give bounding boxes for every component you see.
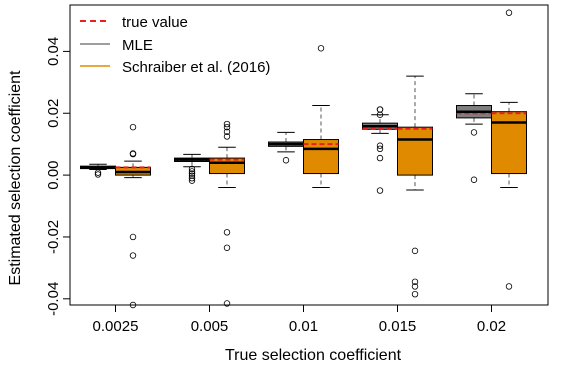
y-axis-label: Estimated selection coefficient — [7, 70, 24, 285]
outlier-point — [223, 229, 231, 236]
outlier-point — [317, 45, 325, 52]
outlier-point — [188, 172, 196, 179]
outlier-point — [223, 133, 231, 140]
box-iqr — [491, 111, 527, 175]
outlier-point — [94, 169, 102, 176]
outlier-point — [129, 252, 137, 259]
outlier-point — [470, 129, 478, 136]
outlier-point — [223, 244, 231, 251]
y-tick-label: 0.00 — [45, 161, 62, 190]
outlier-point — [376, 145, 384, 153]
outlier-point — [411, 247, 419, 255]
legend-mle-label: MLE — [122, 37, 153, 54]
outlier-point — [188, 168, 196, 175]
outlier-point — [223, 128, 231, 136]
outlier-point — [411, 290, 419, 298]
x-tick-label: 0.0025 — [93, 318, 139, 335]
outlier-point — [376, 106, 384, 113]
outlier-point — [129, 123, 137, 131]
plot-area: -0.04 -0.02 0.00 0.02 0.04 0.0025 0.005 0.01 0.0… — [45, 4, 549, 335]
outlier-point — [223, 120, 231, 128]
y-tick-label: 0.04 — [45, 37, 62, 66]
y-tick-label: 0.02 — [45, 99, 62, 128]
outlier-point — [505, 283, 513, 290]
outlier-point — [376, 142, 384, 149]
outlier-point — [129, 150, 137, 158]
outlier-point — [505, 9, 513, 16]
legend-true-value-label: true value — [122, 14, 188, 31]
x-tick-label: 0.01 — [289, 318, 318, 335]
x-tick-label: 0.005 — [191, 318, 229, 335]
outlier-point — [223, 300, 231, 307]
outlier-point — [223, 123, 231, 131]
box-iqr — [397, 126, 433, 176]
outlier-point — [411, 283, 419, 290]
x-tick-label: 0.015 — [379, 318, 417, 335]
outlier-point — [376, 187, 384, 194]
outlier-point — [188, 170, 196, 177]
x-axis-label: True selection coefficient — [225, 347, 402, 364]
outlier-point — [411, 278, 419, 286]
box-iqr — [303, 139, 339, 175]
outlier-point — [188, 165, 196, 173]
outlier-point — [129, 301, 137, 309]
y-tick-label: -0.02 — [45, 220, 62, 254]
outlier-point — [94, 171, 102, 178]
outlier-point — [470, 176, 478, 183]
y-tick-label: -0.04 — [45, 282, 62, 316]
outlier-point — [129, 233, 137, 241]
outlier-point — [188, 174, 196, 182]
legend: true value MLE Schraiber et al. (2016) — [80, 14, 270, 76]
legend-schraiber-label: Schraiber et al. (2016) — [122, 59, 270, 76]
plot-frame — [69, 4, 549, 306]
outlier-point — [376, 111, 384, 118]
outlier-point — [188, 177, 196, 184]
outlier-point — [376, 154, 384, 162]
outlier-point — [282, 157, 290, 164]
x-tick-label: 0.02 — [477, 318, 506, 335]
